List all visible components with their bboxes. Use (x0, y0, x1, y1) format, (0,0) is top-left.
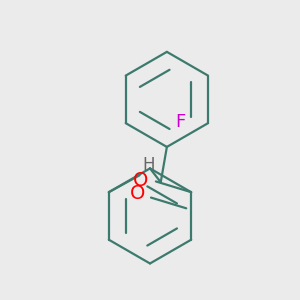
Text: O: O (130, 184, 145, 203)
Text: F: F (175, 112, 185, 130)
Text: O: O (133, 171, 148, 190)
Text: H: H (142, 156, 155, 174)
